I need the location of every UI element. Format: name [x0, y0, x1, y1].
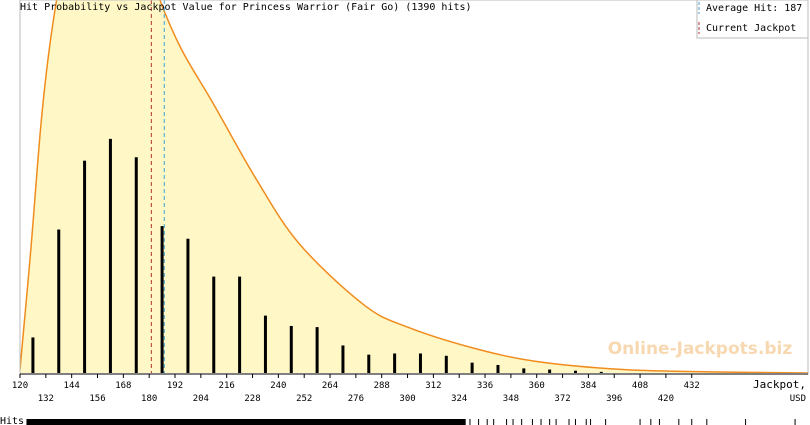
curve-line [20, 0, 808, 373]
x-tick-label: 324 [451, 394, 467, 404]
x-axis-label: Jackpot, [753, 378, 806, 391]
x-tick-label: 132 [38, 394, 54, 404]
x-tick-label: 264 [322, 381, 338, 391]
x-tick-label: 276 [348, 394, 364, 404]
bar [108, 138, 112, 373]
bar [393, 353, 397, 373]
bar [315, 327, 319, 373]
x-tick-label: 396 [606, 394, 622, 404]
x-tick-label: 240 [270, 381, 286, 391]
x-tick-label: 288 [374, 381, 390, 391]
bar [238, 276, 242, 373]
bar [599, 371, 603, 373]
x-tick-label: 300 [399, 394, 415, 404]
legend-label: Current Jackpot [706, 23, 796, 34]
rug-dense [26, 419, 466, 425]
watermark: Online-Jackpots.biz [608, 339, 793, 359]
bar [444, 355, 448, 373]
bar [573, 370, 577, 373]
x-axis-label: USD [790, 394, 806, 404]
x-tick-label: 204 [193, 394, 209, 404]
x-tick-label: 252 [296, 394, 312, 404]
x-tick-label: 192 [167, 381, 183, 391]
x-tick-label: 120 [12, 381, 28, 391]
x-tick-label: 408 [632, 381, 648, 391]
curve-area [20, 0, 808, 373]
x-tick-label: 384 [580, 381, 596, 391]
x-tick-label: 228 [244, 394, 260, 404]
x-tick-label: 180 [141, 394, 157, 404]
chart-title: Hit Probability vs Jackpot Value for Pri… [20, 2, 472, 13]
bar [367, 354, 371, 373]
x-tick-label: 312 [425, 381, 441, 391]
x-tick-label: 144 [64, 381, 80, 391]
x-tick-label: 360 [529, 381, 545, 391]
bar [212, 276, 216, 373]
x-tick-label: 372 [554, 394, 570, 404]
bar [83, 160, 87, 373]
bar [289, 325, 293, 373]
x-tick-label: 336 [477, 381, 493, 391]
x-tick-label: 348 [503, 394, 519, 404]
x-tick-label: 432 [684, 381, 700, 391]
bar [263, 315, 267, 373]
x-tick-label: 420 [658, 394, 674, 404]
bar [496, 364, 500, 373]
bar [548, 369, 552, 373]
rug-label: Hits [0, 416, 24, 425]
bar [31, 337, 35, 373]
x-tick-label: 168 [115, 381, 131, 391]
bar [186, 238, 190, 373]
legend-label: Average Hit: 187 [706, 3, 802, 14]
bar [57, 229, 61, 373]
legend-box [696, 0, 809, 39]
bar [522, 368, 526, 373]
bar [470, 362, 474, 373]
bar [160, 226, 164, 373]
bar [134, 157, 138, 373]
x-tick-label: 216 [219, 381, 235, 391]
bar [341, 345, 345, 373]
bar [418, 353, 422, 373]
x-tick-label: 156 [89, 394, 105, 404]
